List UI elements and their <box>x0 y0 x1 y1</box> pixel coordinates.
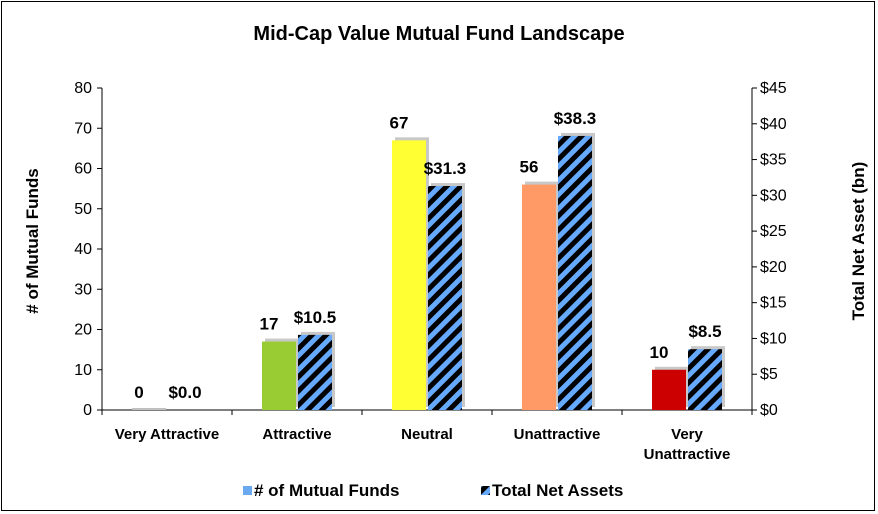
y-axis-title-left: # of Mutual Funds <box>23 168 42 313</box>
legend-swatch-mutual-funds <box>243 486 252 495</box>
y-tick-label-left: 50 <box>74 201 92 218</box>
bar-net-assets-3 <box>558 135 592 411</box>
y-tick-label-right: $5 <box>760 366 778 383</box>
bar-mutual-funds-baseline <box>132 408 166 410</box>
y-tick-label-right: $15 <box>760 295 787 312</box>
data-label-net-assets: $31.3 <box>424 159 467 178</box>
data-label-net-assets: $10.5 <box>294 308 337 327</box>
x-tick-label: Very <box>671 426 703 443</box>
y-tick-label-left: 10 <box>74 362 92 379</box>
x-tick-label: Very Attractive <box>115 426 220 443</box>
y-tick-label-left: 30 <box>74 281 92 298</box>
data-label-net-assets: $38.3 <box>554 109 597 128</box>
chart-title: Mid-Cap Value Mutual Fund Landscape <box>253 23 624 45</box>
data-label-mutual-funds: 0 <box>134 383 143 402</box>
bar-mutual-funds-3 <box>522 184 556 410</box>
data-label-net-assets: $0.0 <box>168 383 201 402</box>
y-tick-label-left: 0 <box>83 402 92 419</box>
y-tick-label-right: $0 <box>760 402 778 419</box>
x-tick-label: Attractive <box>262 426 331 443</box>
y-tick-label-left: 20 <box>74 322 92 339</box>
bar-mutual-funds-2 <box>392 140 426 410</box>
data-label-net-assets: $8.5 <box>688 322 721 341</box>
y-tick-label-right: $40 <box>760 116 787 133</box>
y-tick-label-left: 60 <box>74 161 92 178</box>
y-tick-label-right: $10 <box>760 330 787 347</box>
legend-label-net-assets: Total Net Assets <box>492 481 623 500</box>
y-tick-label-right: $25 <box>760 223 787 240</box>
y-tick-label-right: $20 <box>760 259 787 276</box>
x-tick-label: Neutral <box>401 426 453 443</box>
y-tick-label-right: $30 <box>760 187 787 204</box>
x-tick-label: Unattractive <box>514 426 601 443</box>
y-tick-label-right: $35 <box>760 152 787 169</box>
legend-label-mutual-funds: # of Mutual Funds <box>254 481 399 500</box>
data-label-mutual-funds: 17 <box>260 315 279 334</box>
bar-net-assets-4 <box>688 349 722 410</box>
bar-net-assets-2 <box>428 186 462 410</box>
data-label-mutual-funds: 56 <box>520 158 539 177</box>
y-tick-label-left: 70 <box>74 120 92 137</box>
bar-mutual-funds-4 <box>652 369 686 410</box>
x-tick-label: Unattractive <box>644 446 731 463</box>
bar-net-assets-1 <box>298 334 332 410</box>
data-label-mutual-funds: 10 <box>650 343 669 362</box>
y-tick-label-left: 40 <box>74 241 92 258</box>
y-tick-label-right: $45 <box>760 80 787 97</box>
y-tick-label-left: 80 <box>74 80 92 97</box>
bar-mutual-funds-1 <box>262 341 296 410</box>
legend-swatch-net-assets <box>481 486 490 495</box>
y-axis-title-right: Total Net Asset (bn) <box>849 162 868 321</box>
data-label-mutual-funds: 67 <box>390 113 409 132</box>
